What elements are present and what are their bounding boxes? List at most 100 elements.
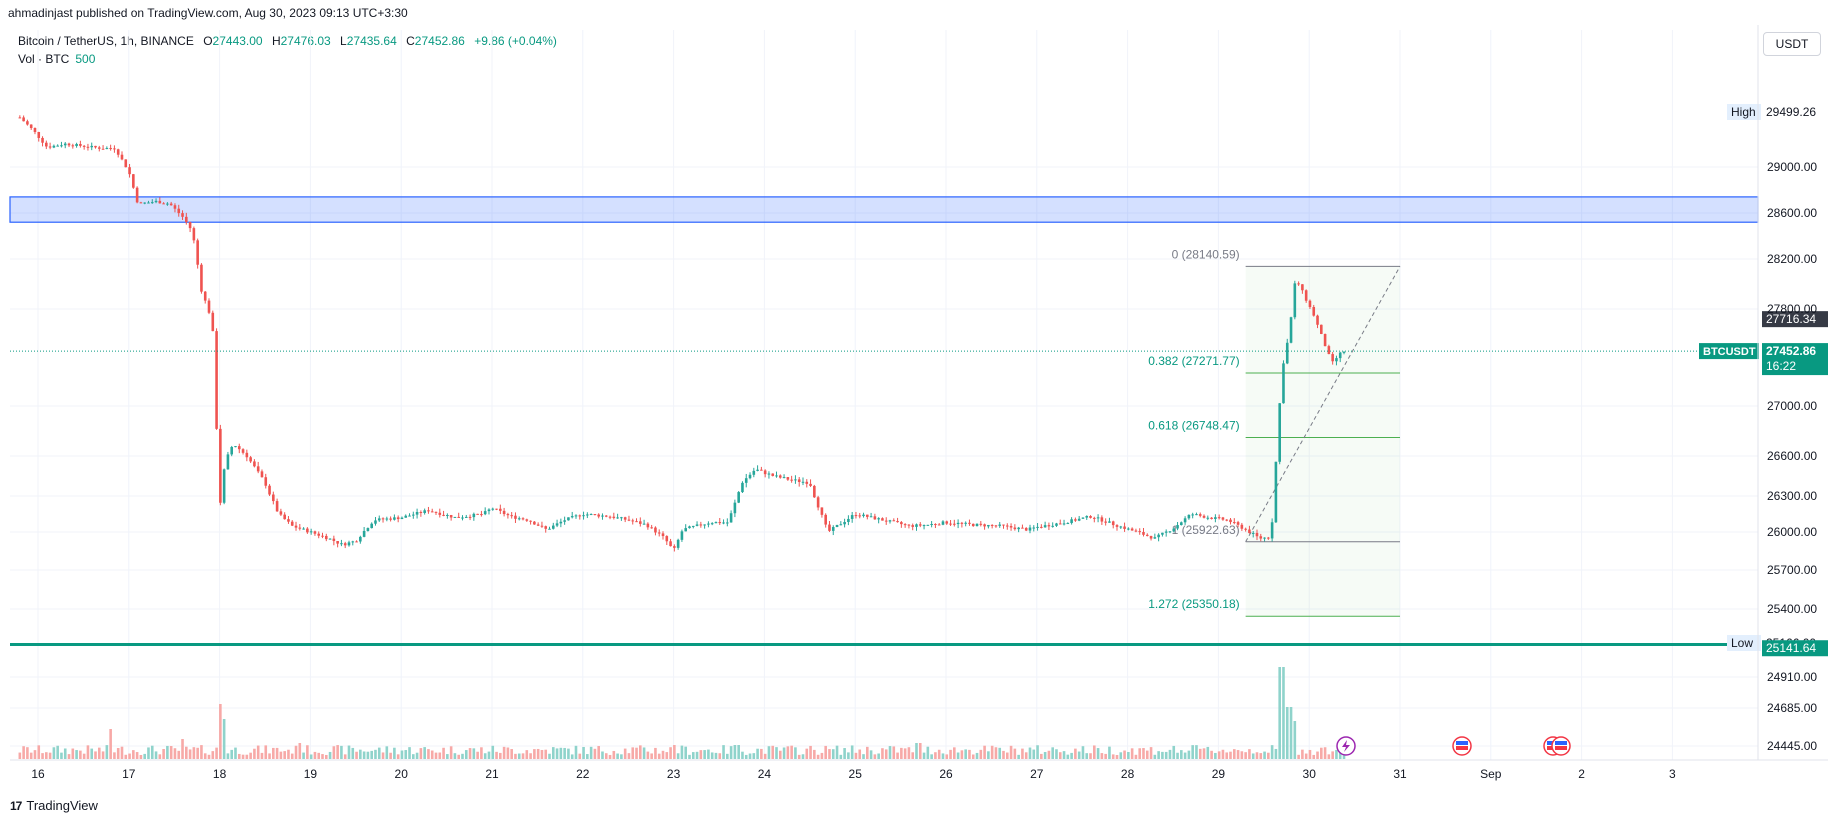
volume-bar	[109, 729, 112, 759]
volume-bar	[97, 747, 101, 759]
candle-body	[60, 145, 63, 147]
candle-body	[105, 148, 109, 150]
volume-bar	[101, 751, 105, 759]
volume-bar	[586, 754, 589, 759]
symbol-name[interactable]: Bitcoin / TetherUS, 1h, BINANCE	[18, 34, 194, 48]
volume-bar	[1093, 745, 1096, 759]
volume-legend[interactable]: Vol · BTC 500	[18, 52, 95, 66]
candle-body	[707, 523, 710, 525]
price-label-green: 25141.64	[1766, 641, 1816, 655]
price-chart[interactable]: 0 (28140.59) 0.382 (27271.77) 0.618 (26748…	[0, 0, 1835, 790]
candle-body	[1130, 528, 1134, 531]
volume-bar	[1149, 747, 1153, 759]
volume-bar	[797, 754, 801, 759]
candle-body	[1055, 523, 1058, 526]
candle-body	[1191, 514, 1194, 516]
candle-body	[953, 523, 956, 525]
time-tick-label: 22	[576, 767, 590, 781]
candle-body	[1009, 526, 1013, 528]
volume-bar	[1214, 752, 1217, 759]
candle-body	[688, 526, 691, 529]
candle-body	[665, 536, 669, 542]
candle-body	[1176, 525, 1179, 529]
candle-body	[461, 517, 464, 519]
brand-name: TradingView	[26, 798, 98, 813]
candle-body	[1017, 527, 1020, 530]
tradingview-logo-icon: 17	[10, 798, 22, 813]
candle-body	[495, 508, 498, 510]
volume-bar	[1157, 751, 1160, 759]
flag-stripe-icon	[1555, 741, 1567, 745]
volume-bar	[26, 747, 29, 759]
candle-body	[1036, 526, 1039, 528]
price-lines: High29499.26Low25166.0027716.3425141.64B…	[10, 104, 1828, 657]
volume-bar	[608, 754, 612, 759]
candle-body	[158, 200, 162, 204]
candle-body	[771, 473, 775, 476]
volume-bar	[1036, 745, 1039, 759]
candle-body	[302, 528, 305, 530]
candle-body	[642, 523, 646, 525]
candle-body	[185, 216, 188, 223]
volume-bar	[1263, 751, 1266, 759]
candle-body	[491, 508, 495, 510]
volume-bar	[385, 746, 389, 759]
high-value: 29499.26	[1766, 105, 1816, 119]
candle-body	[396, 517, 400, 520]
candle-body	[847, 518, 850, 522]
candle-body	[328, 538, 332, 540]
volume-bar	[1005, 752, 1009, 759]
candle-body	[1157, 534, 1160, 538]
candle-body	[1115, 525, 1119, 527]
volume-bar	[143, 753, 146, 759]
candle-body	[1093, 517, 1096, 519]
volume-bar	[86, 745, 90, 759]
volume-bar	[359, 749, 362, 759]
candle-body	[1297, 283, 1300, 285]
candle-body	[937, 524, 941, 526]
candle-body	[570, 516, 574, 518]
candle-body	[964, 522, 967, 524]
volume-bar	[132, 750, 135, 759]
fib-level-label: 0 (28140.59)	[1172, 247, 1240, 261]
volume-bar	[328, 751, 332, 759]
volume-bar	[313, 751, 317, 759]
volume-bar	[669, 747, 672, 759]
time-tick-label: 27	[1030, 767, 1044, 781]
candle-body	[147, 202, 150, 204]
candle-body	[593, 514, 597, 516]
price-tick-label: 27800.00	[1767, 302, 1817, 316]
volume-bar	[748, 753, 752, 759]
candle-body	[657, 532, 661, 534]
volume-bar	[1221, 749, 1225, 759]
candle-body	[1089, 515, 1092, 518]
candle-body	[922, 525, 926, 527]
candle-body	[536, 524, 540, 526]
volume-bar	[869, 750, 873, 759]
volume-bar	[154, 751, 158, 759]
currency-button[interactable]: USDT	[1763, 32, 1821, 56]
volume-bar	[317, 752, 321, 759]
candle-body	[729, 513, 733, 523]
candle-body	[710, 523, 714, 525]
time-tick-label: Sep	[1480, 767, 1502, 781]
volume-bar	[945, 754, 949, 759]
resistance-zone-rect	[9, 196, 1759, 223]
candle-body	[355, 541, 358, 543]
candle-body	[1229, 519, 1232, 523]
candle-body	[903, 524, 907, 526]
candle-body	[309, 531, 313, 533]
volume-bar	[631, 747, 635, 759]
candle-body	[574, 515, 578, 517]
candle-body	[464, 516, 468, 518]
time-tick-label: 18	[213, 767, 227, 781]
volume-bar	[937, 749, 941, 759]
time-tick-label: 21	[485, 767, 499, 781]
volume-label: Vol · BTC	[18, 52, 70, 66]
candle-body	[1104, 521, 1107, 523]
volume-bar	[351, 747, 355, 759]
volume-bar	[173, 748, 177, 759]
candle-body	[578, 515, 582, 517]
volume-bar	[918, 743, 922, 759]
candle-body	[256, 466, 260, 472]
